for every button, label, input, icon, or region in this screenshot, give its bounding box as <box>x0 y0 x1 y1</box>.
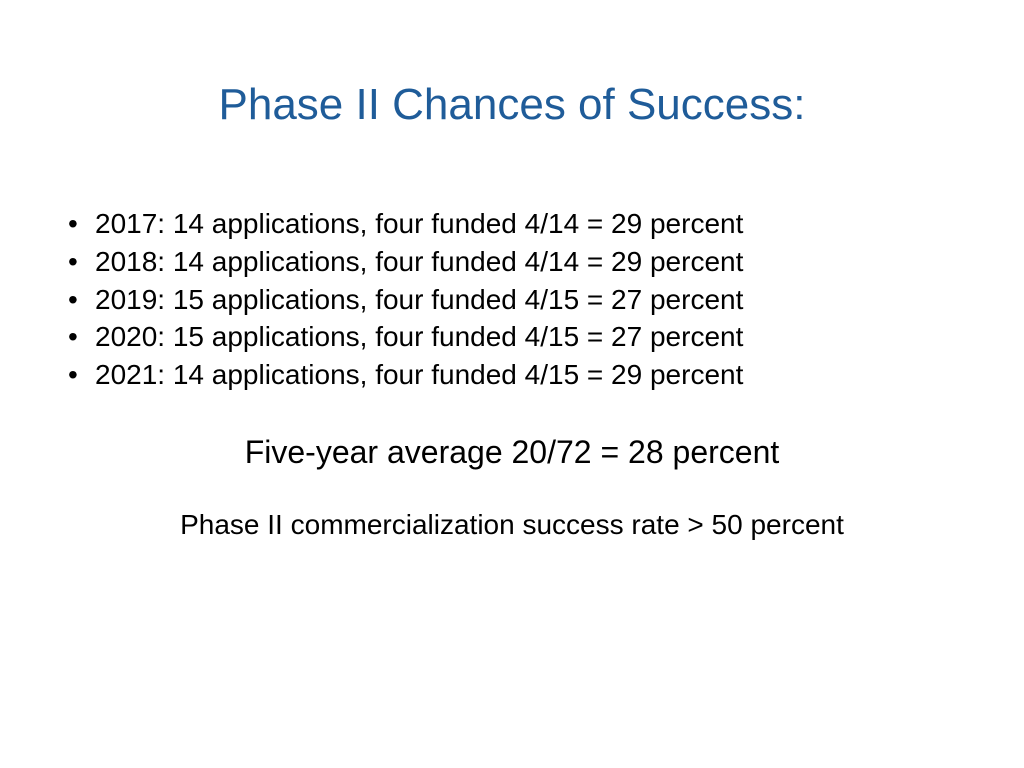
list-item: 2019: 15 applications, four funded 4/15 … <box>60 281 974 319</box>
list-item: 2021: 14 applications, four funded 4/15 … <box>60 356 974 394</box>
slide-title: Phase II Chances of Success: <box>50 80 974 130</box>
summary-text: Five-year average 20/72 = 28 percent <box>50 434 974 471</box>
list-item: 2020: 15 applications, four funded 4/15 … <box>60 318 974 356</box>
list-item: 2018: 14 applications, four funded 4/14 … <box>60 243 974 281</box>
bullet-list: 2017: 14 applications, four funded 4/14 … <box>50 205 974 394</box>
list-item: 2017: 14 applications, four funded 4/14 … <box>60 205 974 243</box>
footer-text: Phase II commercialization success rate … <box>50 509 974 541</box>
